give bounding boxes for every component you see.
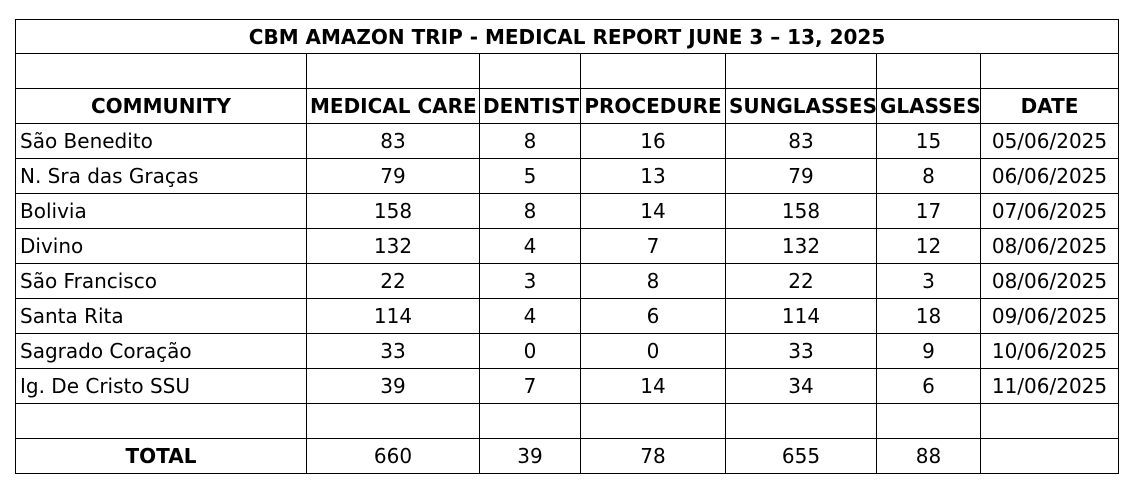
glasses-cell: 6 [876,368,981,404]
dentist-cell: 5 [479,158,581,194]
sunglasses-cell: 79 [725,158,877,194]
title-row: CBM AMAZON TRIP - MEDICAL REPORT JUNE 3 … [14,19,1120,54]
procedure-cell: 6 [580,298,726,334]
column-header-procedure: PROCEDURE [580,88,726,124]
blank-row [15,53,1120,89]
procedure-cell: 7 [580,228,726,264]
blank-cell [15,403,307,439]
table-row: N. Sra das Graças 79 5 13 79 8 06/06/202… [15,158,1120,194]
sunglasses-cell: 33 [725,333,877,369]
glasses-cell: 9 [876,333,981,369]
procedure-cell: 13 [580,158,726,194]
date-cell: 05/06/2025 [979,123,1120,159]
blank-cell [479,53,581,89]
total-date [979,438,1120,474]
glasses-cell: 15 [876,123,981,159]
medical-care-cell: 33 [306,333,480,369]
glasses-cell: 17 [876,193,981,229]
table-row: Ig. De Cristo SSU 39 7 14 34 6 11/06/202… [15,368,1120,404]
total-glasses: 88 [876,438,981,474]
sunglasses-cell: 158 [725,193,877,229]
community-cell: N. Sra das Graças [15,158,307,194]
community-cell: Divino [15,228,307,264]
dentist-cell: 8 [479,193,581,229]
table-row: Sagrado Coração 33 0 0 33 9 10/06/2025 [15,333,1120,369]
column-header-sunglasses: SUNGLASSES [725,88,877,124]
date-cell: 08/06/2025 [979,228,1120,264]
procedure-cell: 16 [580,123,726,159]
medical-care-cell: 39 [306,368,480,404]
total-dentist: 39 [479,438,581,474]
glasses-cell: 18 [876,298,981,334]
dentist-cell: 8 [479,123,581,159]
sunglasses-cell: 34 [725,368,877,404]
date-cell: 11/06/2025 [979,368,1120,404]
glasses-cell: 3 [876,263,981,299]
blank-cell [876,53,981,89]
blank-cell [979,403,1120,439]
date-cell: 08/06/2025 [979,263,1120,299]
date-cell: 10/06/2025 [979,333,1120,369]
column-header-date: DATE [979,88,1120,124]
medical-care-cell: 83 [306,123,480,159]
table-row: Santa Rita 114 4 6 114 18 09/06/2025 [15,298,1120,334]
sunglasses-cell: 22 [725,263,877,299]
total-sunglasses: 655 [725,438,877,474]
dentist-cell: 3 [479,263,581,299]
column-header-dentist: DENTIST [479,88,581,124]
medical-care-cell: 79 [306,158,480,194]
community-cell: Sagrado Coração [15,333,307,369]
blank-cell [979,53,1120,89]
blank-cell [306,403,480,439]
sunglasses-cell: 132 [725,228,877,264]
dentist-cell: 7 [479,368,581,404]
date-cell: 06/06/2025 [979,158,1120,194]
blank-cell [876,403,981,439]
procedure-cell: 8 [580,263,726,299]
community-cell: São Francisco [15,263,307,299]
date-cell: 09/06/2025 [979,298,1120,334]
glasses-cell: 8 [876,158,981,194]
procedure-cell: 0 [580,333,726,369]
column-header-glasses: GLASSES [876,88,981,124]
blank-cell [15,53,307,89]
blank-cell [580,403,726,439]
table-row: São Francisco 22 3 8 22 3 08/06/2025 [15,263,1120,299]
table-row: Divino 132 4 7 132 12 08/06/2025 [15,228,1120,264]
community-cell: Bolivia [15,193,307,229]
glasses-cell: 12 [876,228,981,264]
column-header-community: COMMUNITY [15,88,307,124]
report-title: CBM AMAZON TRIP - MEDICAL REPORT JUNE 3 … [14,19,1120,54]
dentist-cell: 4 [479,228,581,264]
dentist-cell: 4 [479,298,581,334]
community-cell: Ig. De Cristo SSU [15,368,307,404]
table-row: Bolivia 158 8 14 158 17 07/06/2025 [15,193,1120,229]
sunglasses-cell: 83 [725,123,877,159]
blank-cell [580,53,726,89]
community-cell: São Benedito [15,123,307,159]
procedure-cell: 14 [580,193,726,229]
blank-cell [725,403,877,439]
column-header-medical-care: MEDICAL CARE [306,88,480,124]
procedure-cell: 14 [580,368,726,404]
dentist-cell: 0 [479,333,581,369]
community-cell: Santa Rita [15,298,307,334]
header-row: COMMUNITY MEDICAL CARE DENTIST PROCEDURE… [15,88,1120,124]
blank-cell [725,53,877,89]
blank-cell [479,403,581,439]
total-row: TOTAL 660 39 78 655 88 [15,438,1120,474]
medical-report-table: CBM AMAZON TRIP - MEDICAL REPORT JUNE 3 … [14,19,1120,474]
medical-care-cell: 158 [306,193,480,229]
sunglasses-cell: 114 [725,298,877,334]
medical-care-cell: 132 [306,228,480,264]
blank-cell [306,53,480,89]
total-procedure: 78 [580,438,726,474]
blank-row [15,403,1120,439]
date-cell: 07/06/2025 [979,193,1120,229]
table-row: São Benedito 83 8 16 83 15 05/06/2025 [15,123,1120,159]
medical-care-cell: 114 [306,298,480,334]
medical-care-cell: 22 [306,263,480,299]
total-label: TOTAL [15,438,307,474]
total-medical-care: 660 [306,438,480,474]
